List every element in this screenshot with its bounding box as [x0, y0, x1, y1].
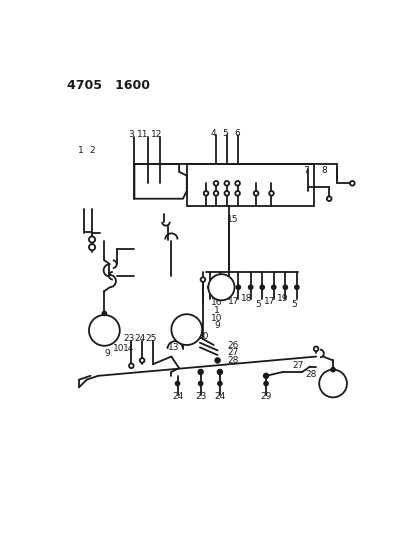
Circle shape	[284, 285, 287, 289]
Text: 7: 7	[303, 166, 309, 175]
Text: 30: 30	[197, 332, 208, 341]
Text: 18: 18	[241, 294, 253, 303]
Text: 16: 16	[211, 298, 222, 307]
Text: 28: 28	[228, 356, 239, 365]
Circle shape	[235, 181, 240, 185]
Text: 12: 12	[151, 130, 162, 139]
Circle shape	[199, 382, 202, 385]
Circle shape	[227, 285, 231, 289]
Text: 24: 24	[172, 392, 183, 401]
Circle shape	[295, 285, 299, 289]
Text: 27: 27	[293, 361, 304, 370]
Text: 28: 28	[306, 370, 317, 379]
Text: 9: 9	[214, 321, 220, 330]
Circle shape	[254, 191, 258, 196]
Text: 4705   1600: 4705 1600	[67, 79, 151, 92]
Circle shape	[269, 191, 274, 196]
Text: 9: 9	[104, 349, 110, 358]
Circle shape	[204, 191, 208, 196]
Text: 15: 15	[227, 215, 239, 224]
Text: 17: 17	[264, 297, 276, 305]
Text: 17: 17	[228, 297, 239, 305]
Text: 11: 11	[137, 130, 149, 139]
Circle shape	[224, 181, 229, 185]
Text: 1: 1	[214, 306, 220, 315]
Circle shape	[236, 285, 240, 289]
Circle shape	[201, 277, 205, 282]
Circle shape	[224, 191, 229, 196]
Circle shape	[214, 181, 218, 185]
Circle shape	[89, 244, 95, 251]
Circle shape	[218, 382, 222, 385]
Circle shape	[218, 285, 222, 289]
Text: 6: 6	[234, 129, 239, 138]
Circle shape	[129, 364, 134, 368]
Circle shape	[208, 285, 212, 289]
Text: 14: 14	[123, 344, 135, 353]
Text: 10: 10	[113, 344, 124, 353]
Text: 26: 26	[228, 341, 239, 350]
Circle shape	[102, 311, 106, 316]
Circle shape	[319, 370, 347, 398]
Text: 23: 23	[195, 392, 206, 401]
Text: 8: 8	[321, 166, 327, 175]
Text: 3: 3	[129, 130, 134, 139]
Circle shape	[260, 285, 264, 289]
Text: 27: 27	[228, 348, 239, 357]
Circle shape	[272, 285, 276, 289]
Circle shape	[214, 191, 218, 196]
Circle shape	[264, 374, 268, 378]
Text: 2: 2	[89, 147, 95, 156]
Text: 4: 4	[211, 129, 217, 138]
Circle shape	[89, 315, 120, 346]
Circle shape	[208, 274, 235, 301]
Circle shape	[171, 314, 202, 345]
Circle shape	[89, 237, 95, 243]
Text: 1: 1	[78, 147, 84, 156]
Circle shape	[314, 346, 318, 351]
Circle shape	[249, 285, 253, 289]
Circle shape	[140, 358, 144, 363]
Circle shape	[327, 196, 332, 201]
Circle shape	[175, 382, 180, 385]
Text: 5: 5	[222, 129, 228, 138]
Circle shape	[217, 370, 222, 374]
Text: 5: 5	[255, 300, 261, 309]
Text: 29: 29	[260, 392, 272, 401]
Text: 25: 25	[146, 334, 157, 343]
Text: 24: 24	[214, 392, 226, 401]
Circle shape	[264, 382, 268, 385]
Circle shape	[350, 181, 355, 185]
Text: 10: 10	[211, 313, 222, 322]
Circle shape	[215, 358, 220, 363]
Text: 13: 13	[168, 343, 180, 352]
Text: 19: 19	[277, 294, 289, 303]
Text: 23: 23	[123, 334, 135, 343]
Circle shape	[331, 368, 335, 372]
Circle shape	[235, 191, 240, 196]
Text: 24: 24	[134, 334, 145, 343]
Circle shape	[198, 370, 203, 374]
Text: 5: 5	[291, 300, 297, 309]
